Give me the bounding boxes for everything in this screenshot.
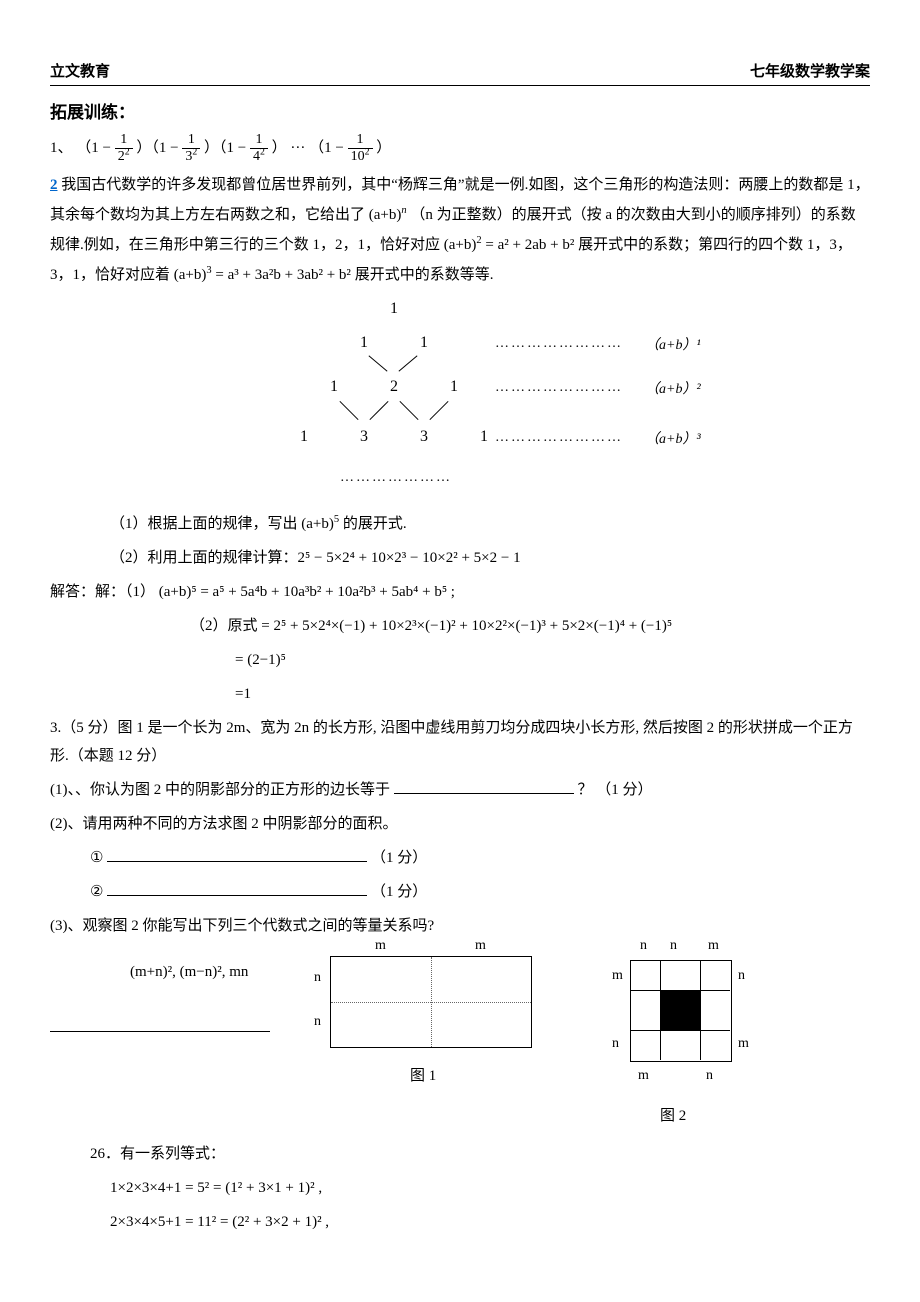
blank-2 — [107, 846, 367, 862]
q2-answer-2c: =1 — [50, 680, 870, 708]
fig1-caption: 图 1 — [410, 1064, 436, 1085]
q2-answer-2a: （2）原式 = 2⁵ + 5×2⁴×(−1) + 10×2³×(−1)² + 1… — [50, 612, 870, 640]
blank-1 — [394, 778, 574, 794]
pascal-triangle: 1 1 1 1 2 1 1 3 3 1 …………………… （a+b）¹ …………… — [50, 300, 870, 500]
q3-s1: (1)、、你认为图 2 中的阴影部分的正方形的边长等于 ？ （1 分） — [50, 776, 870, 804]
blank-4 — [50, 1016, 270, 1032]
q3-s2b: ② （1 分） — [50, 878, 870, 906]
q3-exprs: (m+n)², (m−n)², mn — [130, 964, 248, 981]
q2-answer-2b: = (2−1)⁵ — [50, 646, 870, 674]
q2-text: 2 我国古代数学的许多发现都曾位居世界前列，其中“杨辉三角”就是一例.如图，这个… — [50, 170, 870, 290]
q2-answer-1: 解答：解：（1） (a+b)⁵ = a⁵ + 5a⁴b + 10a³b² + 1… — [50, 578, 870, 606]
q2-sub2: （2）利用上面的规律计算：2⁵ − 5×2⁴ + 10×2³ − 10×2² +… — [50, 544, 870, 572]
q3-s2a: ① （1 分） — [50, 844, 870, 872]
figure-2: n m n m n m n m n — [610, 940, 750, 1080]
q26-e1: 1×2×3×4+1 = 5² = (1² + 3×1 + 1)² , — [110, 1174, 870, 1202]
q2-sub1: （1）根据上面的规律，写出 (a+b)5 的展开式. — [50, 510, 870, 538]
header-right: 七年级数学教学案 — [750, 60, 870, 81]
q3-s3: (3)、观察图 2 你能写出下列三个代数式之间的等量关系吗? — [50, 912, 870, 940]
q3-head: 3.（5 分）图 1 是一个长为 2m、宽为 2n 的长方形, 沿图中虚线用剪刀… — [50, 714, 870, 770]
figure-1: m m n n — [330, 956, 532, 1048]
q3-s2: (2)、请用两种不同的方法求图 2 中阴影部分的面积。 — [50, 810, 870, 838]
q26-head: 26．有一系列等式： — [50, 1140, 870, 1168]
header-left: 立文教育 — [50, 60, 110, 81]
blank-3 — [107, 880, 367, 896]
section-title: 拓展训练： — [50, 98, 870, 123]
q2-label: 2 — [50, 177, 58, 193]
q1: 1、 （1 − 122 ）（1 − 132 ）（1 − 142 ） ··· （1… — [50, 133, 870, 164]
q26-e2: 2×3×4×5+1 = 11² = (2² + 3×2 + 1)² , — [110, 1208, 870, 1236]
figures-area: (m+n)², (m−n)², mn m m n n 图 1 n m — [50, 946, 870, 1136]
fig2-caption: 图 2 — [660, 1104, 686, 1125]
